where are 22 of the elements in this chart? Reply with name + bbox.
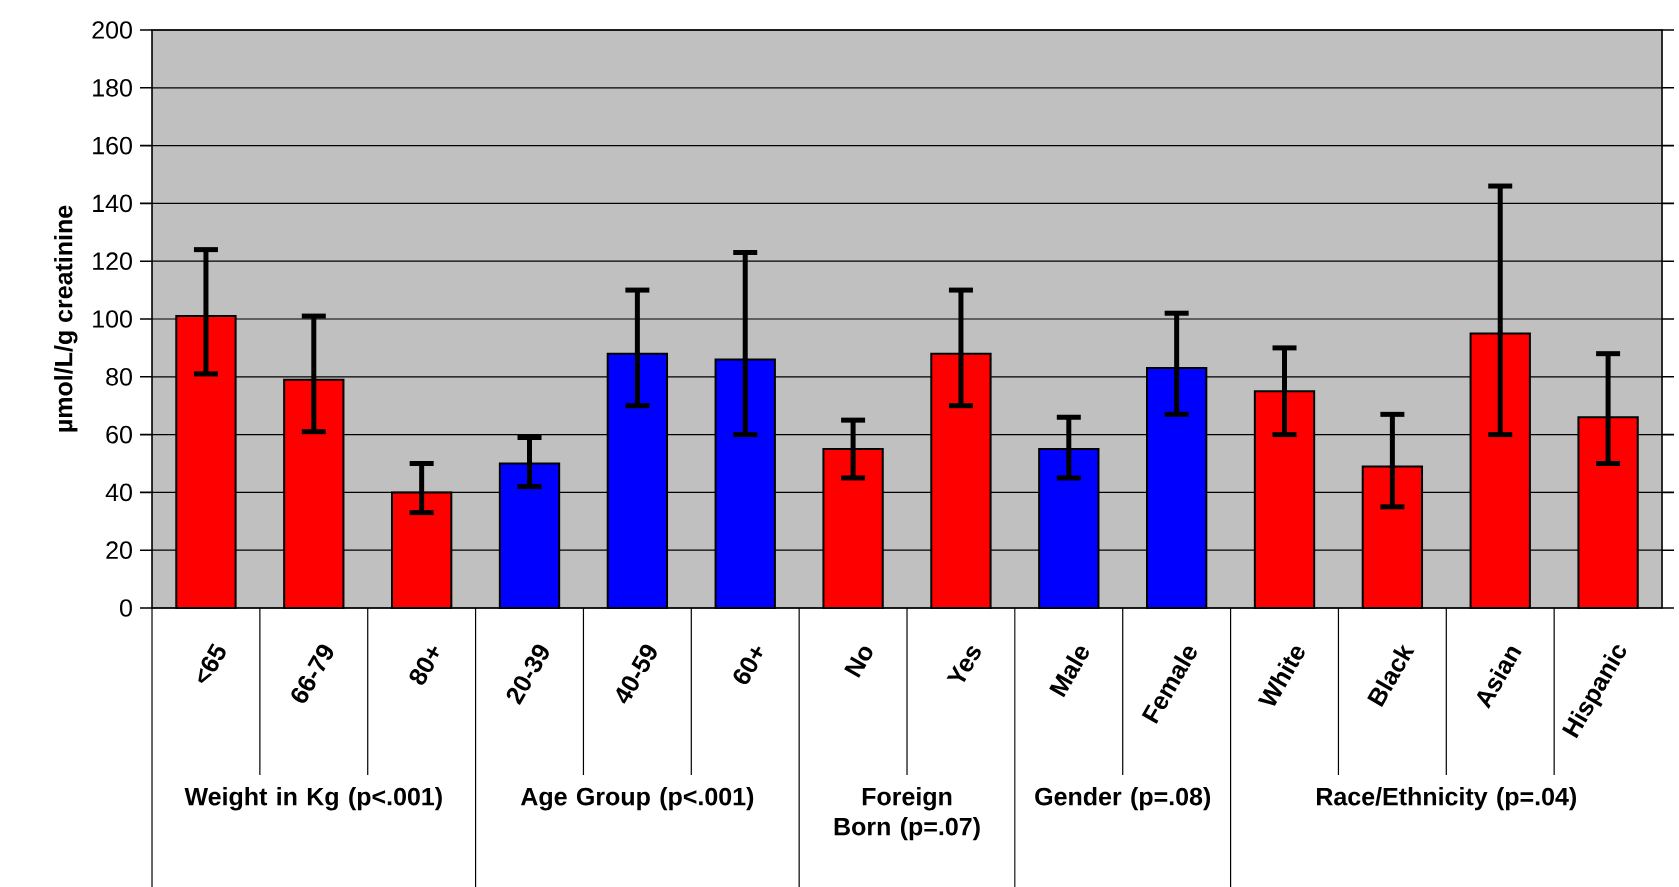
text: Gender (p=.08)	[1035, 787, 1211, 811]
y-tick-label: 20	[106, 541, 132, 560]
y-axis-title: µmol/L/g creatinine	[54, 205, 78, 432]
y-tick-label: 120	[93, 252, 132, 271]
x-tick-label: Yes	[946, 646, 981, 682]
y-tick-label: 100	[93, 310, 132, 328]
text: Foreign Born (p=.07)	[834, 787, 980, 841]
x-tick-label: 60+	[733, 646, 763, 685]
text: Age Group (p<.001)	[520, 787, 754, 811]
y-tick-label: 0	[120, 599, 132, 617]
y-tick-label: 140	[93, 194, 132, 213]
y-tick-label: 60	[106, 425, 132, 444]
y-tick-label: 200	[92, 21, 132, 39]
text: Weight in Kg (p<.001)	[184, 787, 442, 811]
x-tick-label: No	[844, 646, 873, 678]
x-tick-label: 80+	[409, 646, 439, 685]
y-tick-label: 180	[93, 78, 132, 97]
text: Race/Ethnicity (p=.04)	[1317, 787, 1576, 811]
y-tick-label: 40	[105, 483, 132, 502]
y-tick-label: 160	[93, 136, 132, 155]
y-tick-label: 80	[106, 367, 132, 386]
x-tick-label: <65	[198, 643, 226, 684]
